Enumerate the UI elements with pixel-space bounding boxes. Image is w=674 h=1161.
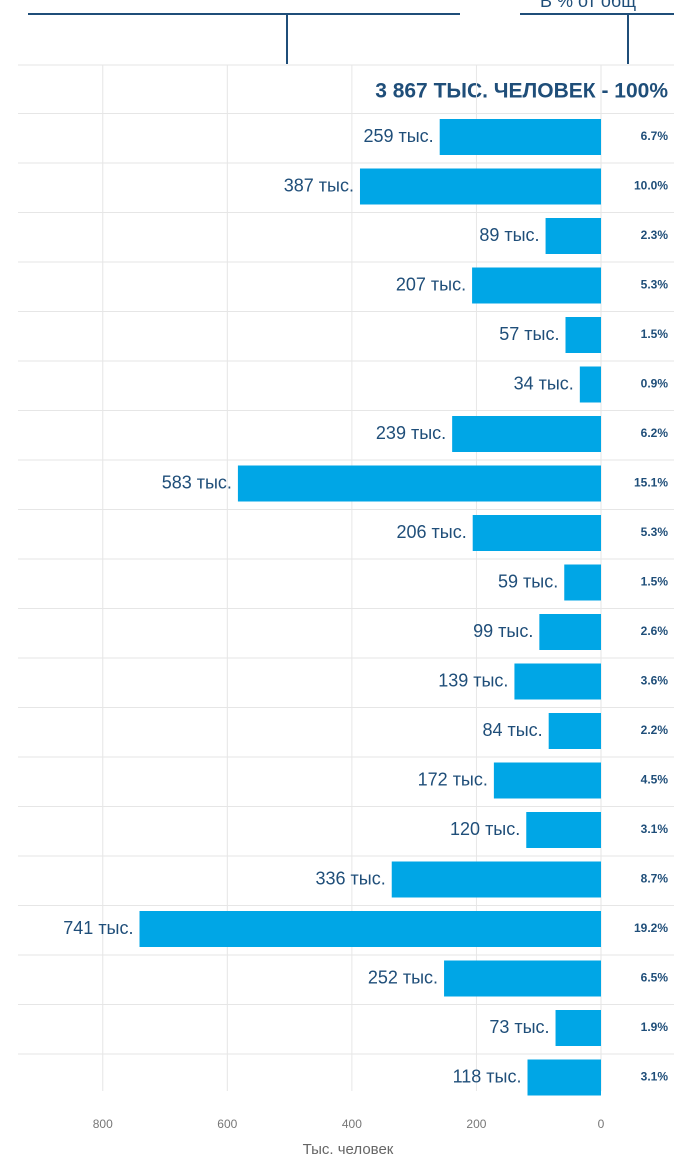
value-label: 207 тыс. (396, 274, 466, 294)
headline: 3 867 ТЫС. ЧЕЛОВЕК - 100% (375, 80, 668, 103)
x-tick-label: 0 (598, 1117, 605, 1131)
bar (565, 317, 601, 353)
bar (391, 861, 601, 898)
bar (514, 663, 601, 700)
share-label: 3.1% (641, 1070, 669, 1084)
bar (472, 515, 601, 551)
value-label: 336 тыс. (316, 868, 386, 888)
value-label: 172 тыс. (418, 769, 488, 789)
value-label: 84 тыс. (482, 720, 542, 740)
bar (472, 267, 601, 304)
x-axis-title: Тыс. человек (303, 1141, 394, 1158)
value-label: 57 тыс. (499, 324, 559, 344)
bar (444, 960, 601, 997)
bar (139, 911, 602, 947)
bar (579, 366, 601, 403)
share-label: 19.2% (634, 921, 668, 935)
annotation: В % от общ (540, 0, 636, 11)
bar (493, 762, 601, 799)
value-label: 387 тыс. (284, 175, 354, 195)
value-label: 99 тыс. (473, 621, 533, 641)
bar (539, 614, 601, 650)
bar (526, 812, 601, 848)
value-label: 59 тыс. (498, 571, 558, 591)
bar (548, 713, 601, 749)
share-label: 2.6% (641, 624, 669, 638)
x-tick-label: 400 (342, 1117, 362, 1131)
bar (527, 1059, 601, 1096)
bar (359, 168, 601, 205)
share-label: 1.9% (641, 1020, 669, 1034)
share-label: 5.3% (641, 278, 669, 292)
share-label: 3.6% (641, 674, 669, 688)
share-label: 2.2% (641, 723, 669, 737)
value-label: 73 тыс. (489, 1017, 549, 1037)
value-label: 259 тыс. (363, 126, 433, 146)
share-label: 1.5% (641, 575, 669, 589)
share-label: 0.9% (641, 377, 669, 391)
value-label: 89 тыс. (479, 225, 539, 245)
x-tick-label: 600 (217, 1117, 237, 1131)
share-label: 6.5% (641, 971, 669, 985)
x-tick-label: 800 (93, 1117, 113, 1131)
bar (555, 1010, 601, 1046)
share-label: 10.0% (634, 179, 668, 193)
value-label: 583 тыс. (162, 472, 232, 492)
value-label: 120 тыс. (450, 819, 520, 839)
share-label: 6.2% (641, 426, 669, 440)
bar (237, 465, 601, 502)
bar (545, 218, 601, 254)
share-label: 4.5% (641, 773, 669, 787)
value-label: 118 тыс. (453, 1066, 522, 1086)
share-label: 1.5% (641, 327, 669, 341)
share-label: 8.7% (641, 872, 669, 886)
share-label: 2.3% (641, 228, 669, 242)
share-label: 6.7% (641, 129, 669, 143)
bar (452, 416, 601, 452)
value-label: 139 тыс. (438, 670, 508, 690)
bar (564, 564, 601, 601)
share-label: 15.1% (634, 476, 668, 490)
share-label: 5.3% (641, 525, 669, 539)
share-label: 3.1% (641, 822, 669, 836)
value-label: 34 тыс. (514, 373, 574, 393)
value-label: 741 тыс. (63, 918, 133, 938)
value-label: 206 тыс. (396, 522, 466, 542)
x-tick-label: 200 (466, 1117, 486, 1131)
value-label: 252 тыс. (368, 967, 438, 987)
value-label: 239 тыс. (376, 423, 446, 443)
bar (439, 119, 601, 155)
